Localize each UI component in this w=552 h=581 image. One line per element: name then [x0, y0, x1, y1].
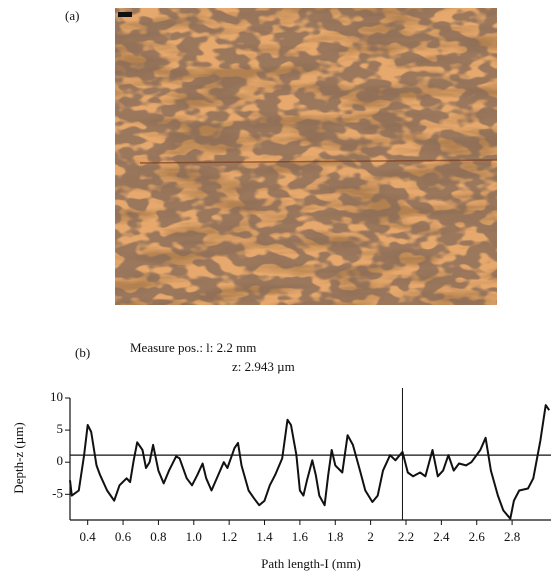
x-tick-label: 1.6 [292, 529, 309, 544]
x-tick-label: 1.0 [186, 529, 202, 544]
scratch [139, 159, 498, 164]
x-tick-label: 2.6 [469, 529, 486, 544]
micrograph-spots [115, 8, 497, 305]
y-tick-label: 0 [57, 453, 64, 468]
panel-label: (a) [65, 8, 79, 23]
x-axis-label: Path length-I (mm) [261, 556, 361, 571]
annotation: z: 2.943 µm [232, 359, 295, 374]
y-tick-label: 10 [50, 389, 63, 404]
profile-line [69, 404, 551, 520]
x-tick-label: 1.8 [327, 529, 343, 544]
x-tick-label: 0.6 [115, 529, 132, 544]
x-tick-label: 1.2 [221, 529, 237, 544]
x-tick-label: 2.4 [433, 529, 450, 544]
panel-label: (b) [75, 345, 90, 360]
micrograph [115, 8, 498, 305]
y-tick-label: 5 [57, 421, 64, 436]
x-tick-label: 2 [367, 529, 374, 544]
x-tick-label: 1.4 [256, 529, 273, 544]
y-axis-label: Depth-z (µm) [11, 422, 26, 493]
x-tick-label: 0.8 [150, 529, 166, 544]
x-tick-label: 2.2 [398, 529, 414, 544]
y-tick-label: -5 [52, 485, 63, 500]
x-tick-label: 2.8 [504, 529, 520, 544]
x-tick-label: 0.4 [80, 529, 97, 544]
annotation: Measure pos.: l: 2.2 mm [130, 340, 256, 355]
scale-bar [118, 12, 132, 17]
